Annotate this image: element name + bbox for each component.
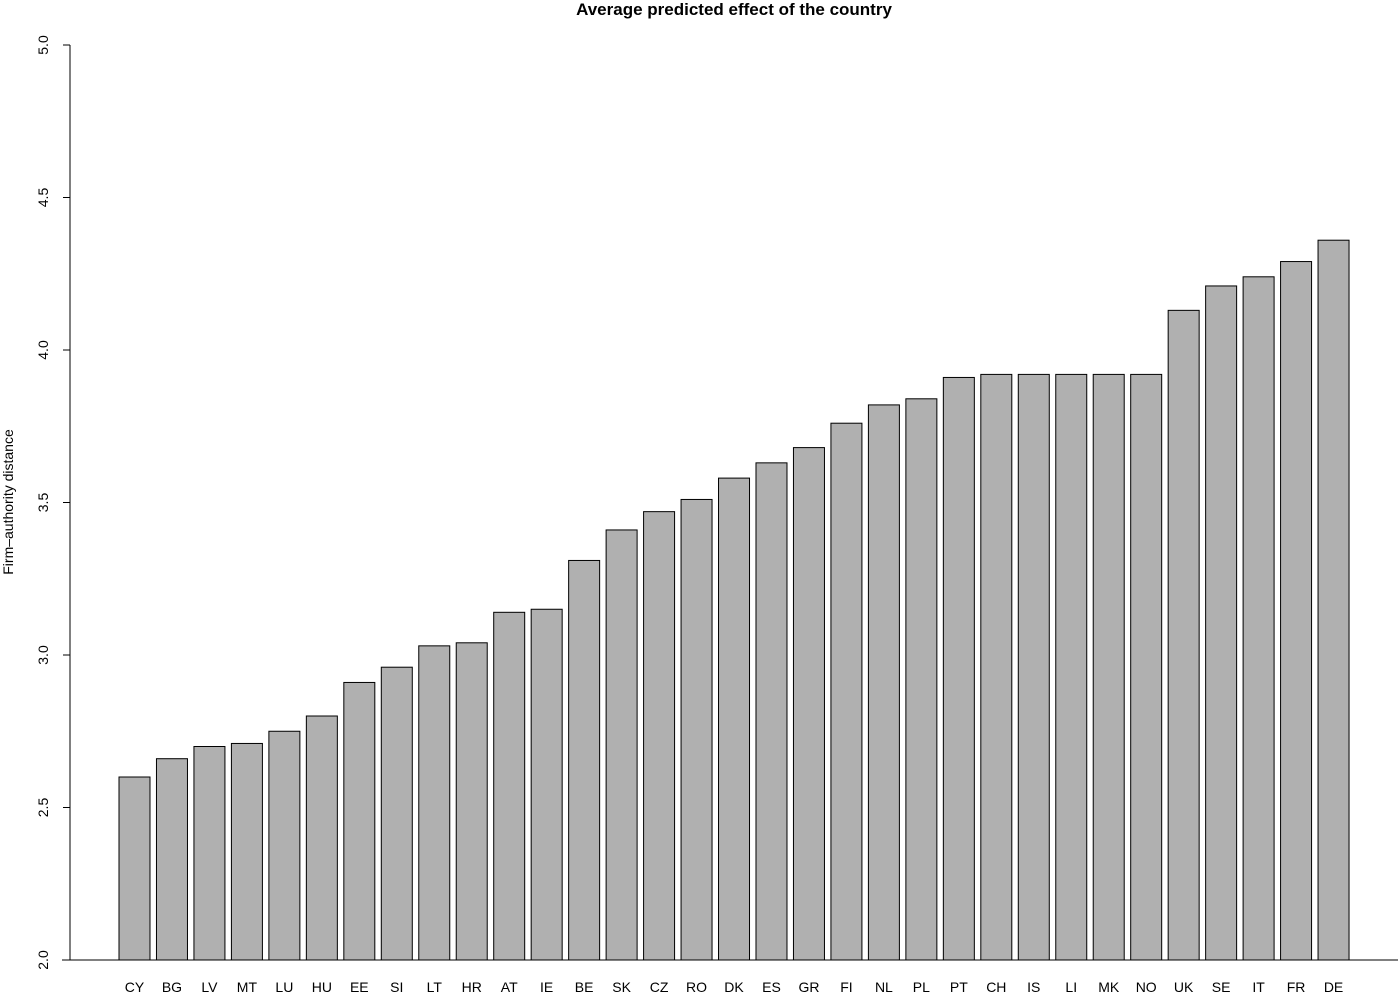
- x-category-label: FI: [840, 979, 852, 994]
- y-tick-label: 2.5: [35, 798, 51, 818]
- bar-be: [568, 559, 601, 961]
- bar-ro: [680, 498, 713, 961]
- bar-li: [1055, 373, 1088, 961]
- x-category-label: FR: [1287, 979, 1306, 994]
- x-category-label: GR: [798, 979, 819, 994]
- y-tick-label: 3.5: [35, 493, 51, 513]
- chart-title: Average predicted effect of the country: [576, 0, 892, 19]
- bar-uk: [1167, 309, 1200, 961]
- bar-pt: [942, 376, 975, 961]
- bar-pl: [905, 398, 938, 961]
- bar-bg: [155, 758, 188, 961]
- bar-sk: [605, 529, 638, 961]
- y-tick-label: 5.0: [35, 35, 51, 55]
- x-category-label: CZ: [650, 979, 669, 994]
- bar-gr: [792, 447, 825, 961]
- bar-ch: [980, 373, 1013, 961]
- x-category-label: AT: [501, 979, 518, 994]
- x-category-label: BE: [575, 979, 594, 994]
- x-category-label: DE: [1324, 979, 1343, 994]
- y-tick-label: 3.0: [35, 645, 51, 665]
- y-tick-label: 2.0: [35, 950, 51, 970]
- bar-cy: [118, 776, 151, 961]
- y-axis: 2.0 2.5 3.0 3.5 4.0 4.5 5.0: [35, 35, 71, 970]
- bar-fi: [830, 422, 863, 961]
- x-category-label: IE: [540, 979, 553, 994]
- x-category-label: IT: [1252, 979, 1265, 994]
- bar-mk: [1092, 373, 1125, 961]
- x-category-label: BG: [162, 979, 182, 994]
- x-category-label: HR: [462, 979, 482, 994]
- bar-ee: [343, 681, 376, 961]
- x-category-label: LU: [275, 979, 293, 994]
- bar-de: [1317, 239, 1350, 961]
- y-axis-label: Firm–authority distance: [0, 429, 16, 575]
- x-category-label: EE: [350, 979, 369, 994]
- x-category-label: MT: [237, 979, 258, 994]
- y-tick-label: 4.0: [35, 340, 51, 360]
- bar-lt: [418, 645, 451, 961]
- x-category-label: SE: [1212, 979, 1231, 994]
- bar-hr: [455, 642, 488, 961]
- bar-lv: [193, 746, 226, 961]
- bar-cz: [643, 511, 676, 961]
- x-category-label: HU: [312, 979, 332, 994]
- bar-dk: [718, 477, 751, 961]
- x-category-label: IS: [1027, 979, 1040, 994]
- x-category-label: MK: [1098, 979, 1120, 994]
- x-category-label: ES: [762, 979, 781, 994]
- x-category-label: PT: [950, 979, 968, 994]
- x-category-label: SK: [612, 979, 631, 994]
- bar-mt: [230, 742, 263, 961]
- bar-is: [1017, 373, 1050, 961]
- bar-at: [493, 611, 526, 961]
- x-category-label: SI: [390, 979, 403, 994]
- bar-it: [1242, 276, 1275, 961]
- bar-es: [755, 462, 788, 961]
- bars-group: [62, 239, 1398, 961]
- bar-nl: [867, 404, 900, 961]
- bar-se: [1205, 285, 1238, 961]
- x-category-label: CY: [125, 979, 145, 994]
- y-tick-label: 4.5: [35, 188, 51, 208]
- x-category-label: UK: [1174, 979, 1194, 994]
- x-category-label: LV: [201, 979, 218, 994]
- x-category-label: LT: [427, 979, 443, 994]
- bar-ie: [530, 608, 563, 961]
- bar-fr: [1280, 261, 1313, 961]
- x-category-label: NO: [1136, 979, 1157, 994]
- x-category-label: CH: [986, 979, 1006, 994]
- x-category-label: PL: [913, 979, 930, 994]
- bar-hu: [305, 715, 338, 961]
- x-axis-labels: CY BG LV MT LU HU EE SI LT HR AT IE BE SK CZ RO DK ES GR FI…: [125, 979, 1343, 995]
- bar-si: [380, 666, 413, 961]
- bar-no: [1130, 373, 1163, 961]
- x-category-label: RO: [686, 979, 707, 994]
- x-category-label: DK: [724, 979, 744, 994]
- bar-lu: [268, 730, 301, 961]
- x-category-label: NL: [875, 979, 893, 994]
- x-category-label: LI: [1065, 979, 1077, 994]
